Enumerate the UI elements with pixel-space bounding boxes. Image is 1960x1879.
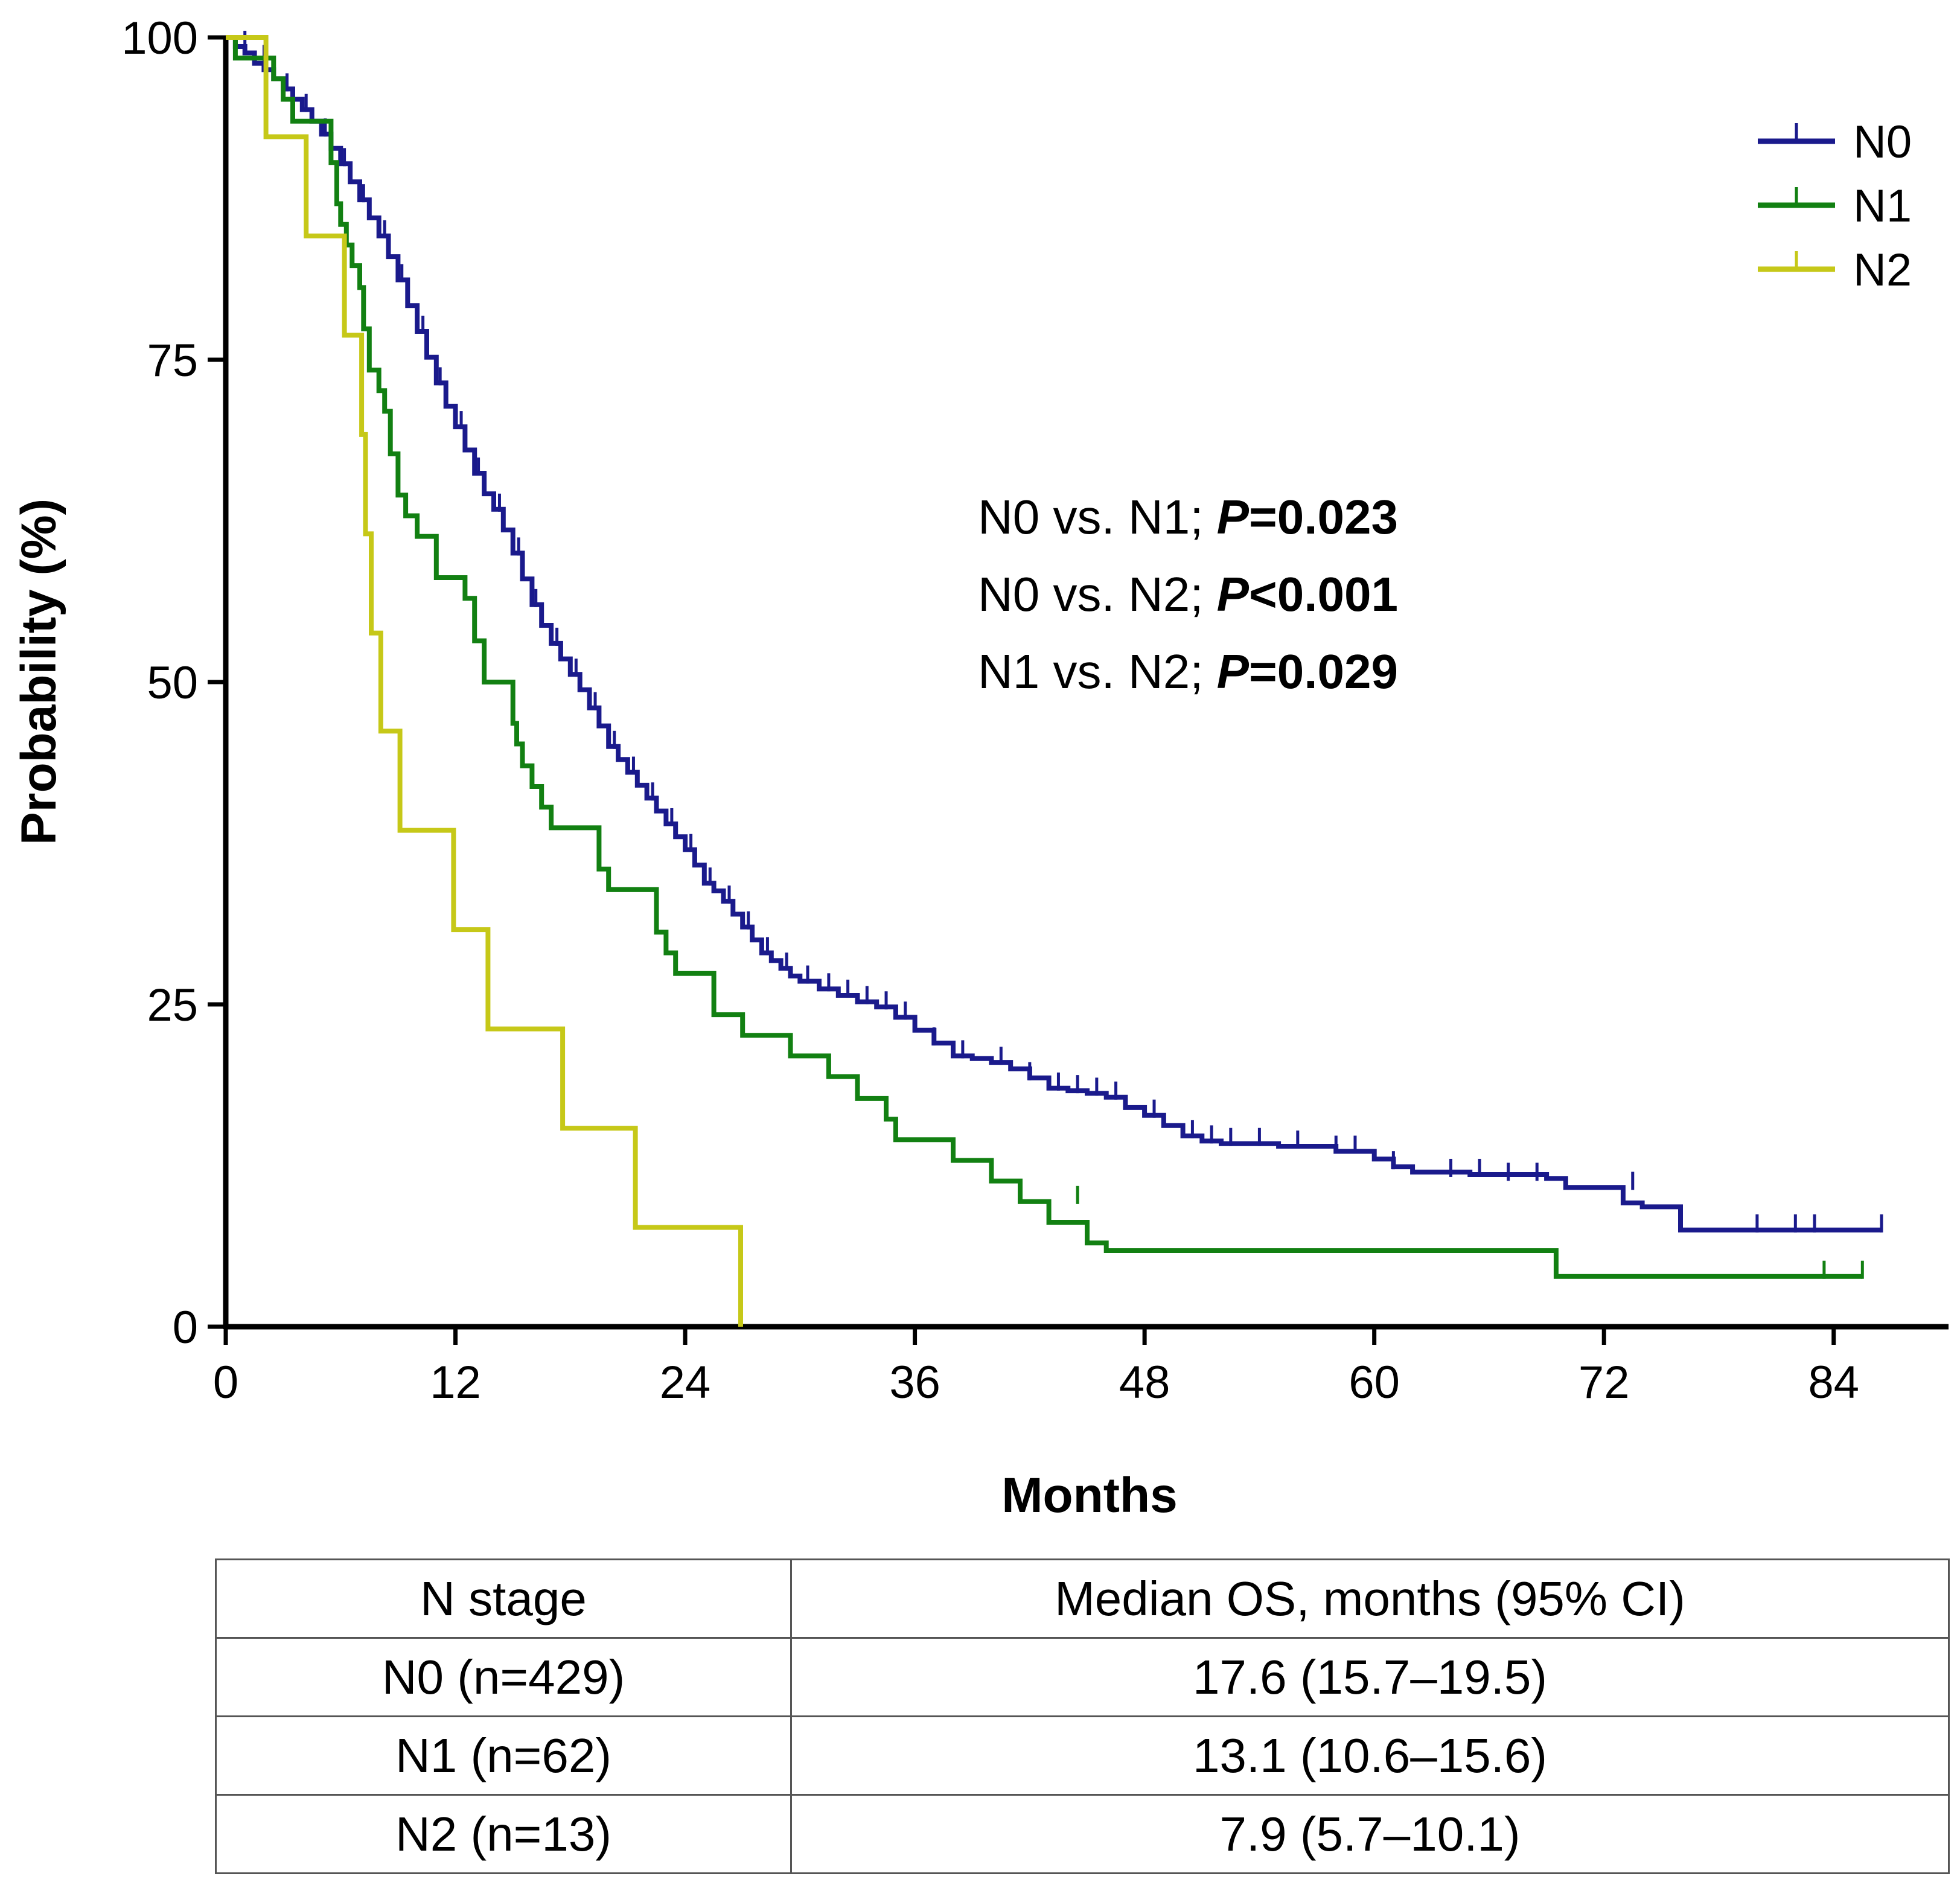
table-header-row: N stage Median OS, months (95% CI) (215, 1558, 1950, 1639)
y-tick-label: 25 (147, 980, 198, 1031)
y-tick-label: 75 (147, 335, 198, 386)
pvalue-annotation: N1 vs. N2; P=0.029 (978, 645, 1398, 698)
km-curve-n0 (226, 35, 1882, 1233)
x-tick-label: 24 (660, 1357, 711, 1408)
km-curve-n2 (226, 35, 743, 1327)
x-tick-label: 84 (1808, 1357, 1859, 1408)
x-tick-label: 60 (1349, 1357, 1400, 1408)
y-tick-label: 50 (147, 657, 198, 709)
table-cell: 7.9 (5.7–10.1) (790, 1794, 1950, 1874)
table-cell: N2 (n=13) (215, 1794, 792, 1874)
legend-label: N2 (1853, 244, 1912, 296)
x-tick-label: 12 (430, 1357, 481, 1408)
pvalue-annotation: N0 vs. N2; P<0.001 (978, 567, 1398, 621)
survival-curves (226, 30, 1883, 1327)
km-curve-n1 (226, 35, 1863, 1279)
pvalue-annotation: N0 vs. N1; P=0.023 (978, 490, 1398, 544)
axes: 0 12 24 36 48 60 72 84 0 25 50 75 100 (121, 13, 1949, 1408)
x-tick-label: 48 (1119, 1357, 1170, 1408)
legend: N0 N1 N2 (1758, 116, 1912, 296)
table-row: N1 (n=62) 13.1 (10.6–15.6) (215, 1715, 1950, 1796)
x-tick-label: 0 (213, 1357, 238, 1408)
y-tick-label: 0 (173, 1302, 198, 1353)
table-cell: N1 (n=62) (215, 1715, 792, 1796)
table-row: N0 (n=429) 17.6 (15.7–19.5) (215, 1637, 1950, 1717)
y-axis-title: Probability (%) (11, 499, 66, 845)
y-tick-label: 100 (121, 13, 198, 64)
legend-label: N0 (1853, 116, 1912, 168)
table-row: N2 (n=13) 7.9 (5.7–10.1) (215, 1794, 1950, 1874)
x-tick-label: 72 (1579, 1357, 1630, 1408)
km-chart: 0 12 24 36 48 60 72 84 0 25 50 75 100 N0 N1 N2 N0 vs. … (11, 13, 1949, 1523)
x-tick-label: 36 (889, 1357, 940, 1408)
x-axis-title: Months (1001, 1468, 1177, 1523)
pvalue-annotations: N0 vs. N1; P=0.023 N0 vs. N2; P<0.001 N1 v… (978, 490, 1398, 698)
table-header-cell: Median OS, months (95% CI) (790, 1558, 1950, 1639)
table-header-cell: N stage (215, 1558, 792, 1639)
table-cell: N0 (n=429) (215, 1637, 792, 1717)
median-os-table: N stage Median OS, months (95% CI) N0 (n… (215, 1558, 1950, 1874)
table-cell: 13.1 (10.6–15.6) (790, 1715, 1950, 1796)
table-cell: 17.6 (15.7–19.5) (790, 1637, 1950, 1717)
legend-label: N1 (1853, 180, 1912, 232)
